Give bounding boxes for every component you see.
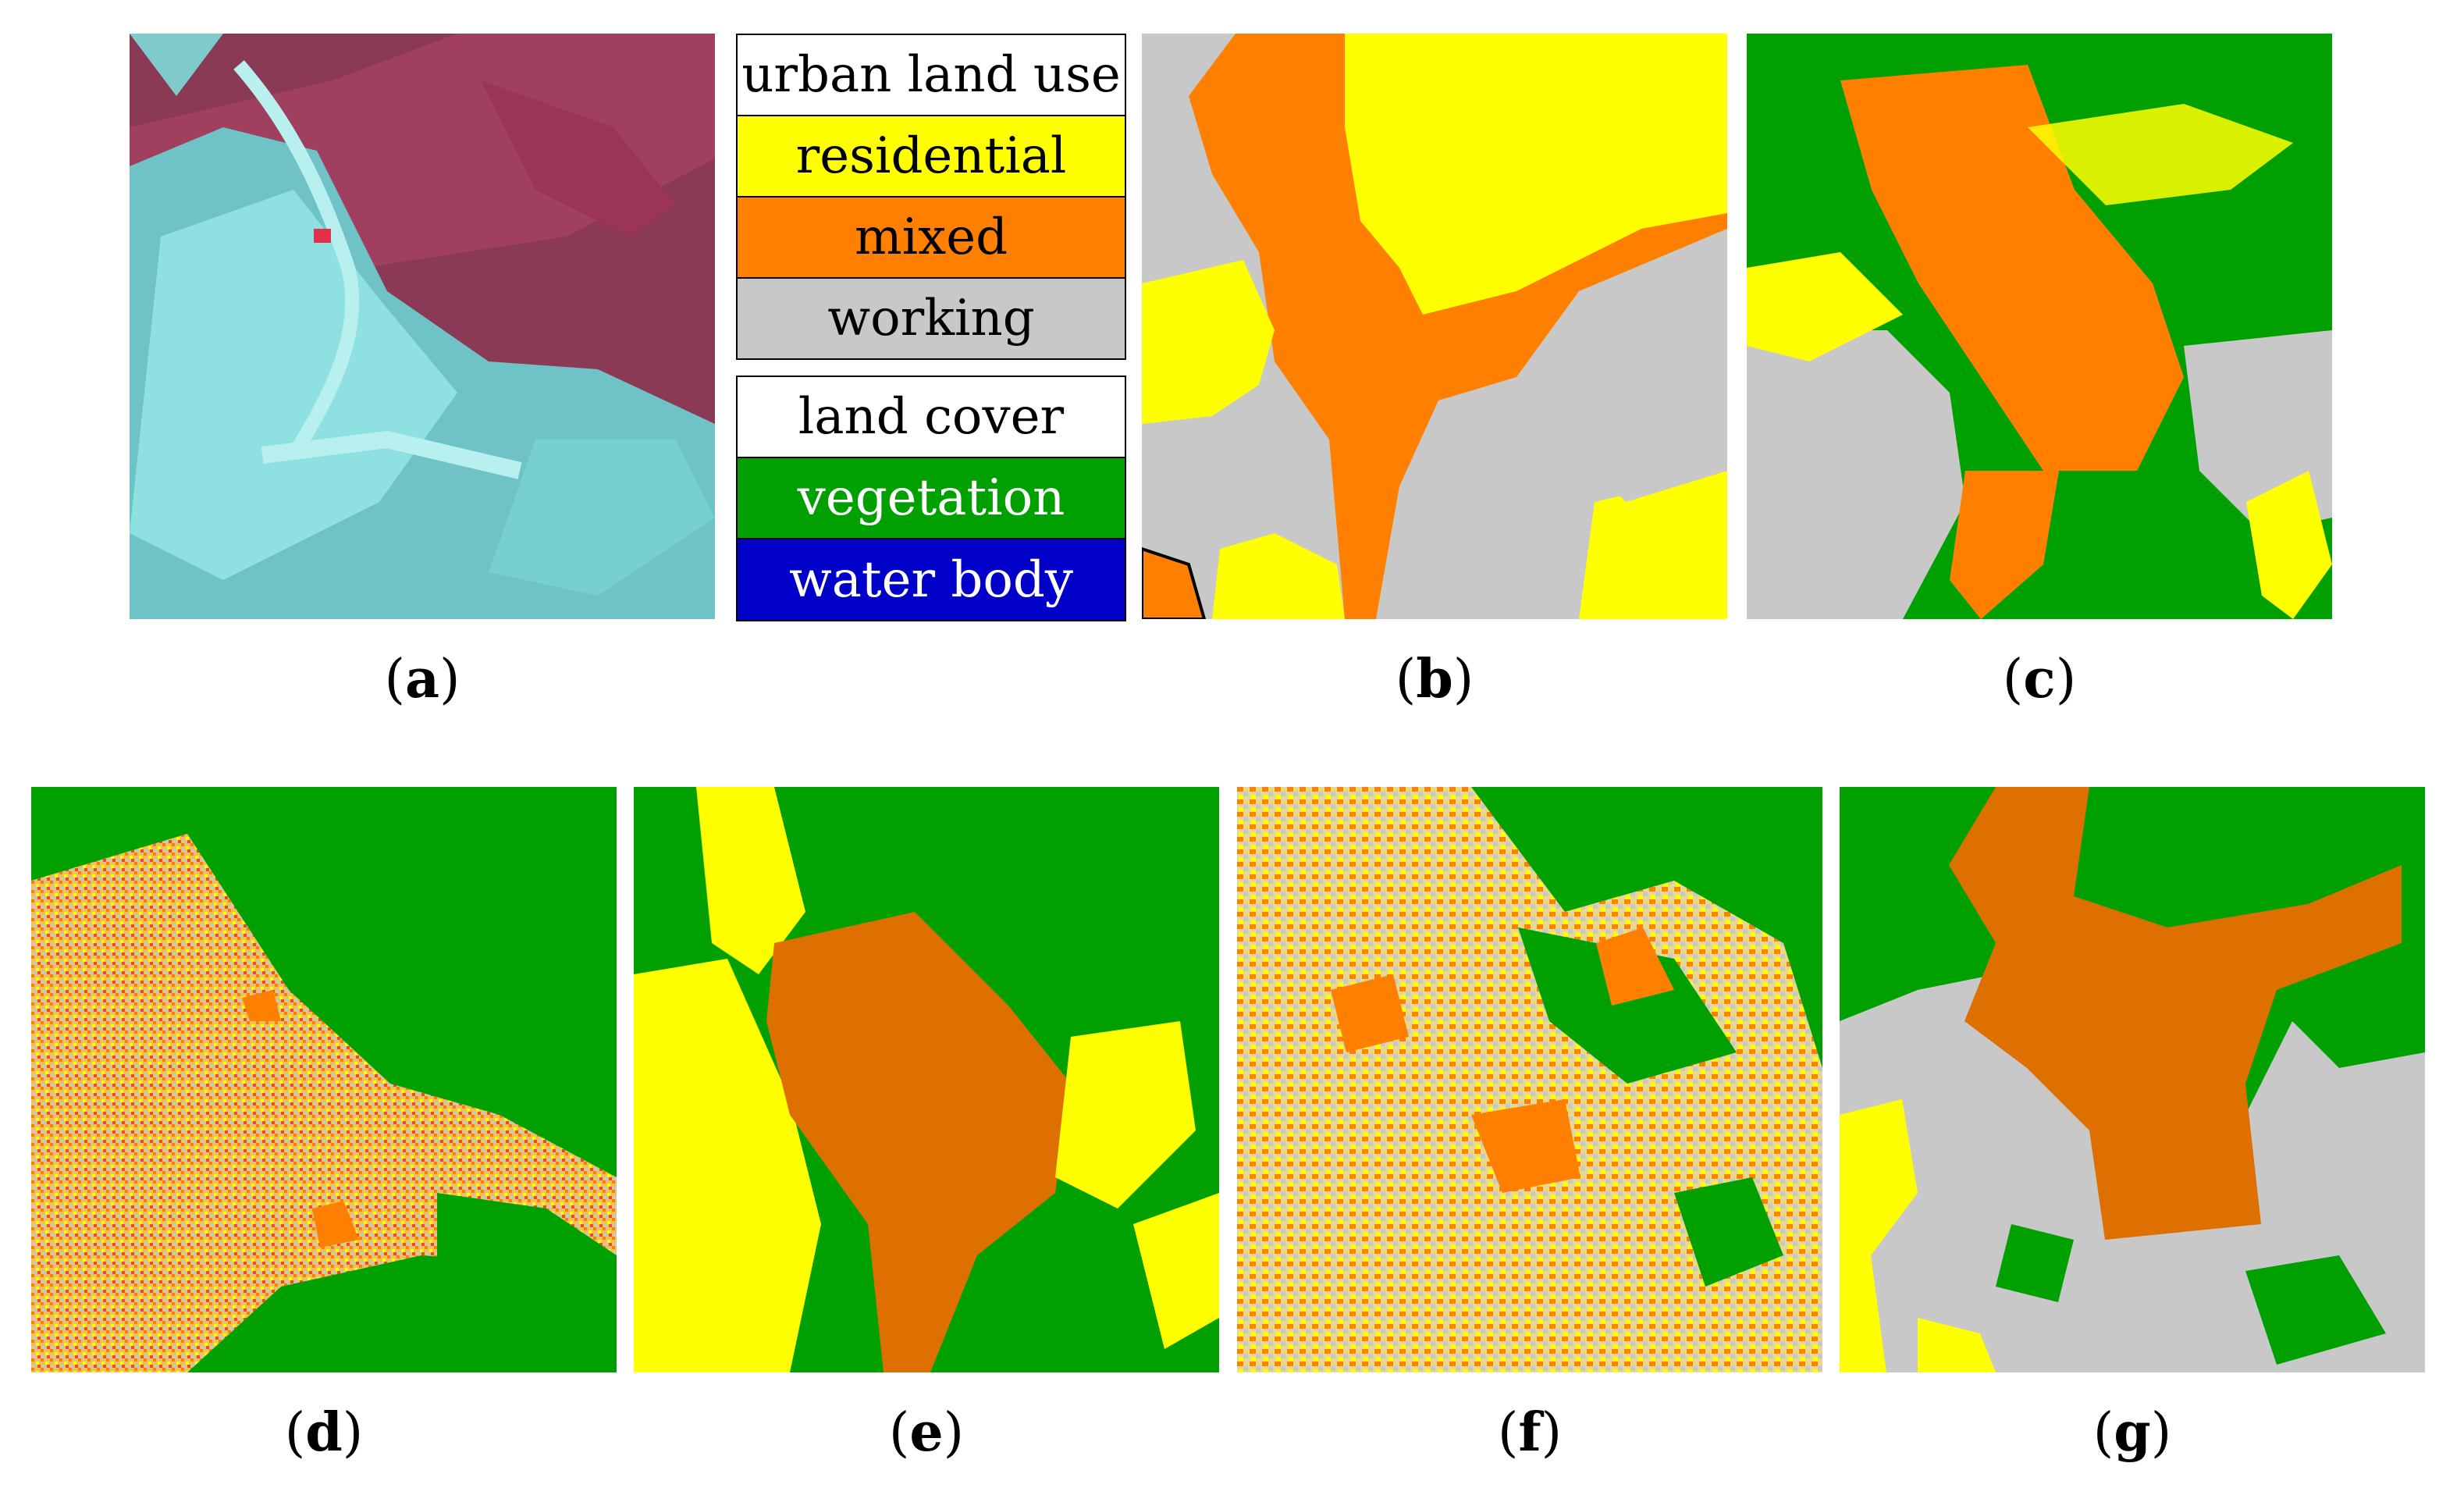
- legend-item-vegetation: vegetation: [738, 458, 1125, 539]
- satellite-image: [130, 34, 715, 619]
- land-use-classification-g: [1840, 787, 2425, 1372]
- satellite-image-panel: [130, 34, 715, 619]
- caption-c: (c): [2002, 648, 2077, 710]
- legend-item-working: working: [738, 279, 1125, 358]
- land-use-reference-map: [1142, 34, 1727, 619]
- legend-land-cover: land cover vegetation water body: [736, 376, 1126, 621]
- legend-land-use: urban land use residential mixed working: [736, 34, 1126, 360]
- legend-header-land-use: urban land use: [738, 35, 1125, 116]
- caption-d: (d): [284, 1401, 364, 1464]
- legend-header-land-cover: land cover: [738, 377, 1125, 458]
- legend-item-residential: residential: [738, 116, 1125, 198]
- caption-e: (e): [888, 1401, 965, 1464]
- land-use-classification-f: [1237, 787, 1822, 1372]
- caption-f: (f): [1497, 1401, 1563, 1464]
- land-use-classification-c: [1747, 34, 2332, 619]
- caption-b: (b): [1395, 648, 1474, 710]
- legend-item-water-body: water body: [738, 539, 1125, 620]
- caption-a: (a): [384, 648, 460, 710]
- land-use-classification-d: [31, 787, 617, 1372]
- land-use-classification-e: [634, 787, 1219, 1372]
- legend-item-mixed: mixed: [738, 198, 1125, 279]
- caption-g: (g): [2092, 1401, 2172, 1464]
